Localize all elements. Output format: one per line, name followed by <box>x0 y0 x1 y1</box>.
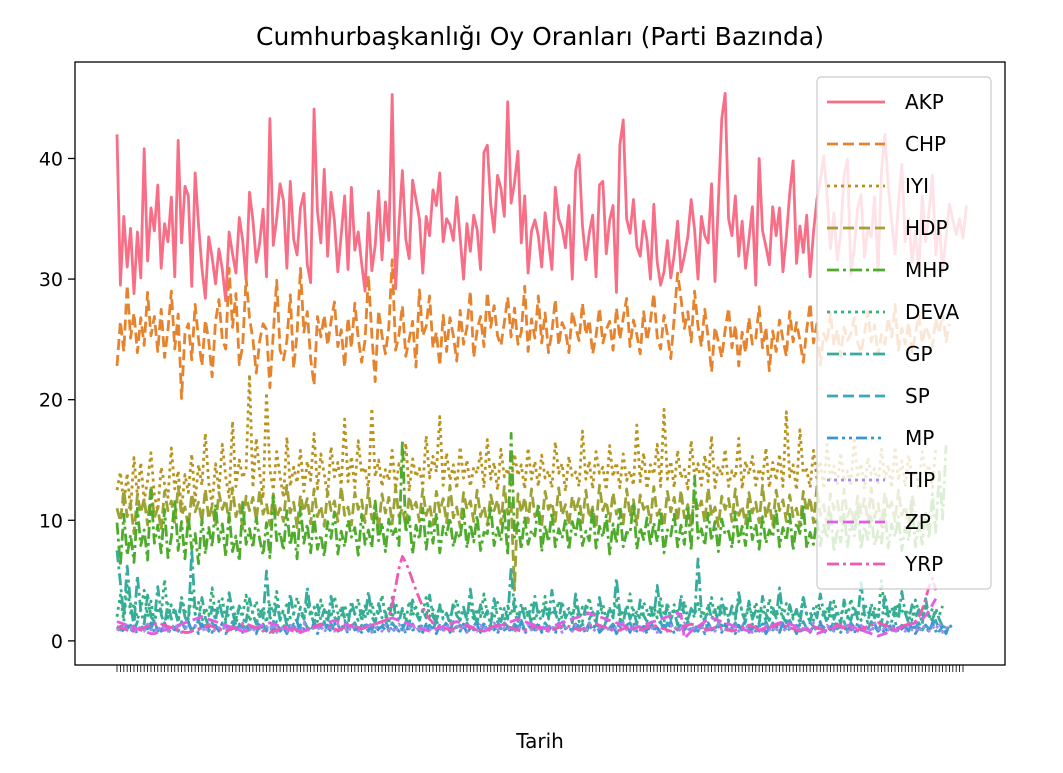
y-tick-label: 40 <box>39 148 63 170</box>
x-axis-label: Tarih <box>515 729 564 753</box>
series-line-chp <box>115 258 951 400</box>
legend-label-chp: CHP <box>905 132 946 156</box>
y-axis-ticks: 0 10 20 30 40 <box>39 148 75 653</box>
series-line-gp <box>115 547 944 628</box>
legend-label-gp: GP <box>905 342 933 366</box>
legend-label-akp: AKP <box>905 90 944 114</box>
y-tick-label: 30 <box>39 269 63 291</box>
legend-label-hdp: HDP <box>905 216 948 240</box>
legend-label-mhp: MHP <box>905 258 949 282</box>
legend: AKP CHP IYI HDP MHP DEVA GP SP MP TIP ZP YRP <box>816 76 992 590</box>
x-tick-marks <box>116 665 964 672</box>
legend-label-sp: SP <box>905 384 930 408</box>
plot-frame <box>74 61 1006 666</box>
legend-label-yrp: YRP <box>904 552 943 576</box>
legend-label-zp: ZP <box>905 510 931 534</box>
series-line-zp <box>116 597 938 640</box>
legend-label-deva: DEVA <box>905 300 959 324</box>
x-tick-mark-group <box>116 665 964 672</box>
chart-title: Cumhurbaşkanlığı Oy Oranları (Parti Bazı… <box>256 22 824 51</box>
y-tick-label: 0 <box>51 631 63 653</box>
series-line-hdp <box>115 483 917 592</box>
legend-label-tip: TIP <box>904 468 935 492</box>
legend-label-mp: MP <box>905 426 934 450</box>
legend-label-iyi: IYI <box>905 174 929 198</box>
y-tick-label: 20 <box>39 390 63 412</box>
series-line-yrp <box>116 555 938 634</box>
legend-frame <box>816 76 992 590</box>
y-tick-label: 10 <box>39 510 63 532</box>
series-line-mhp <box>115 432 948 568</box>
